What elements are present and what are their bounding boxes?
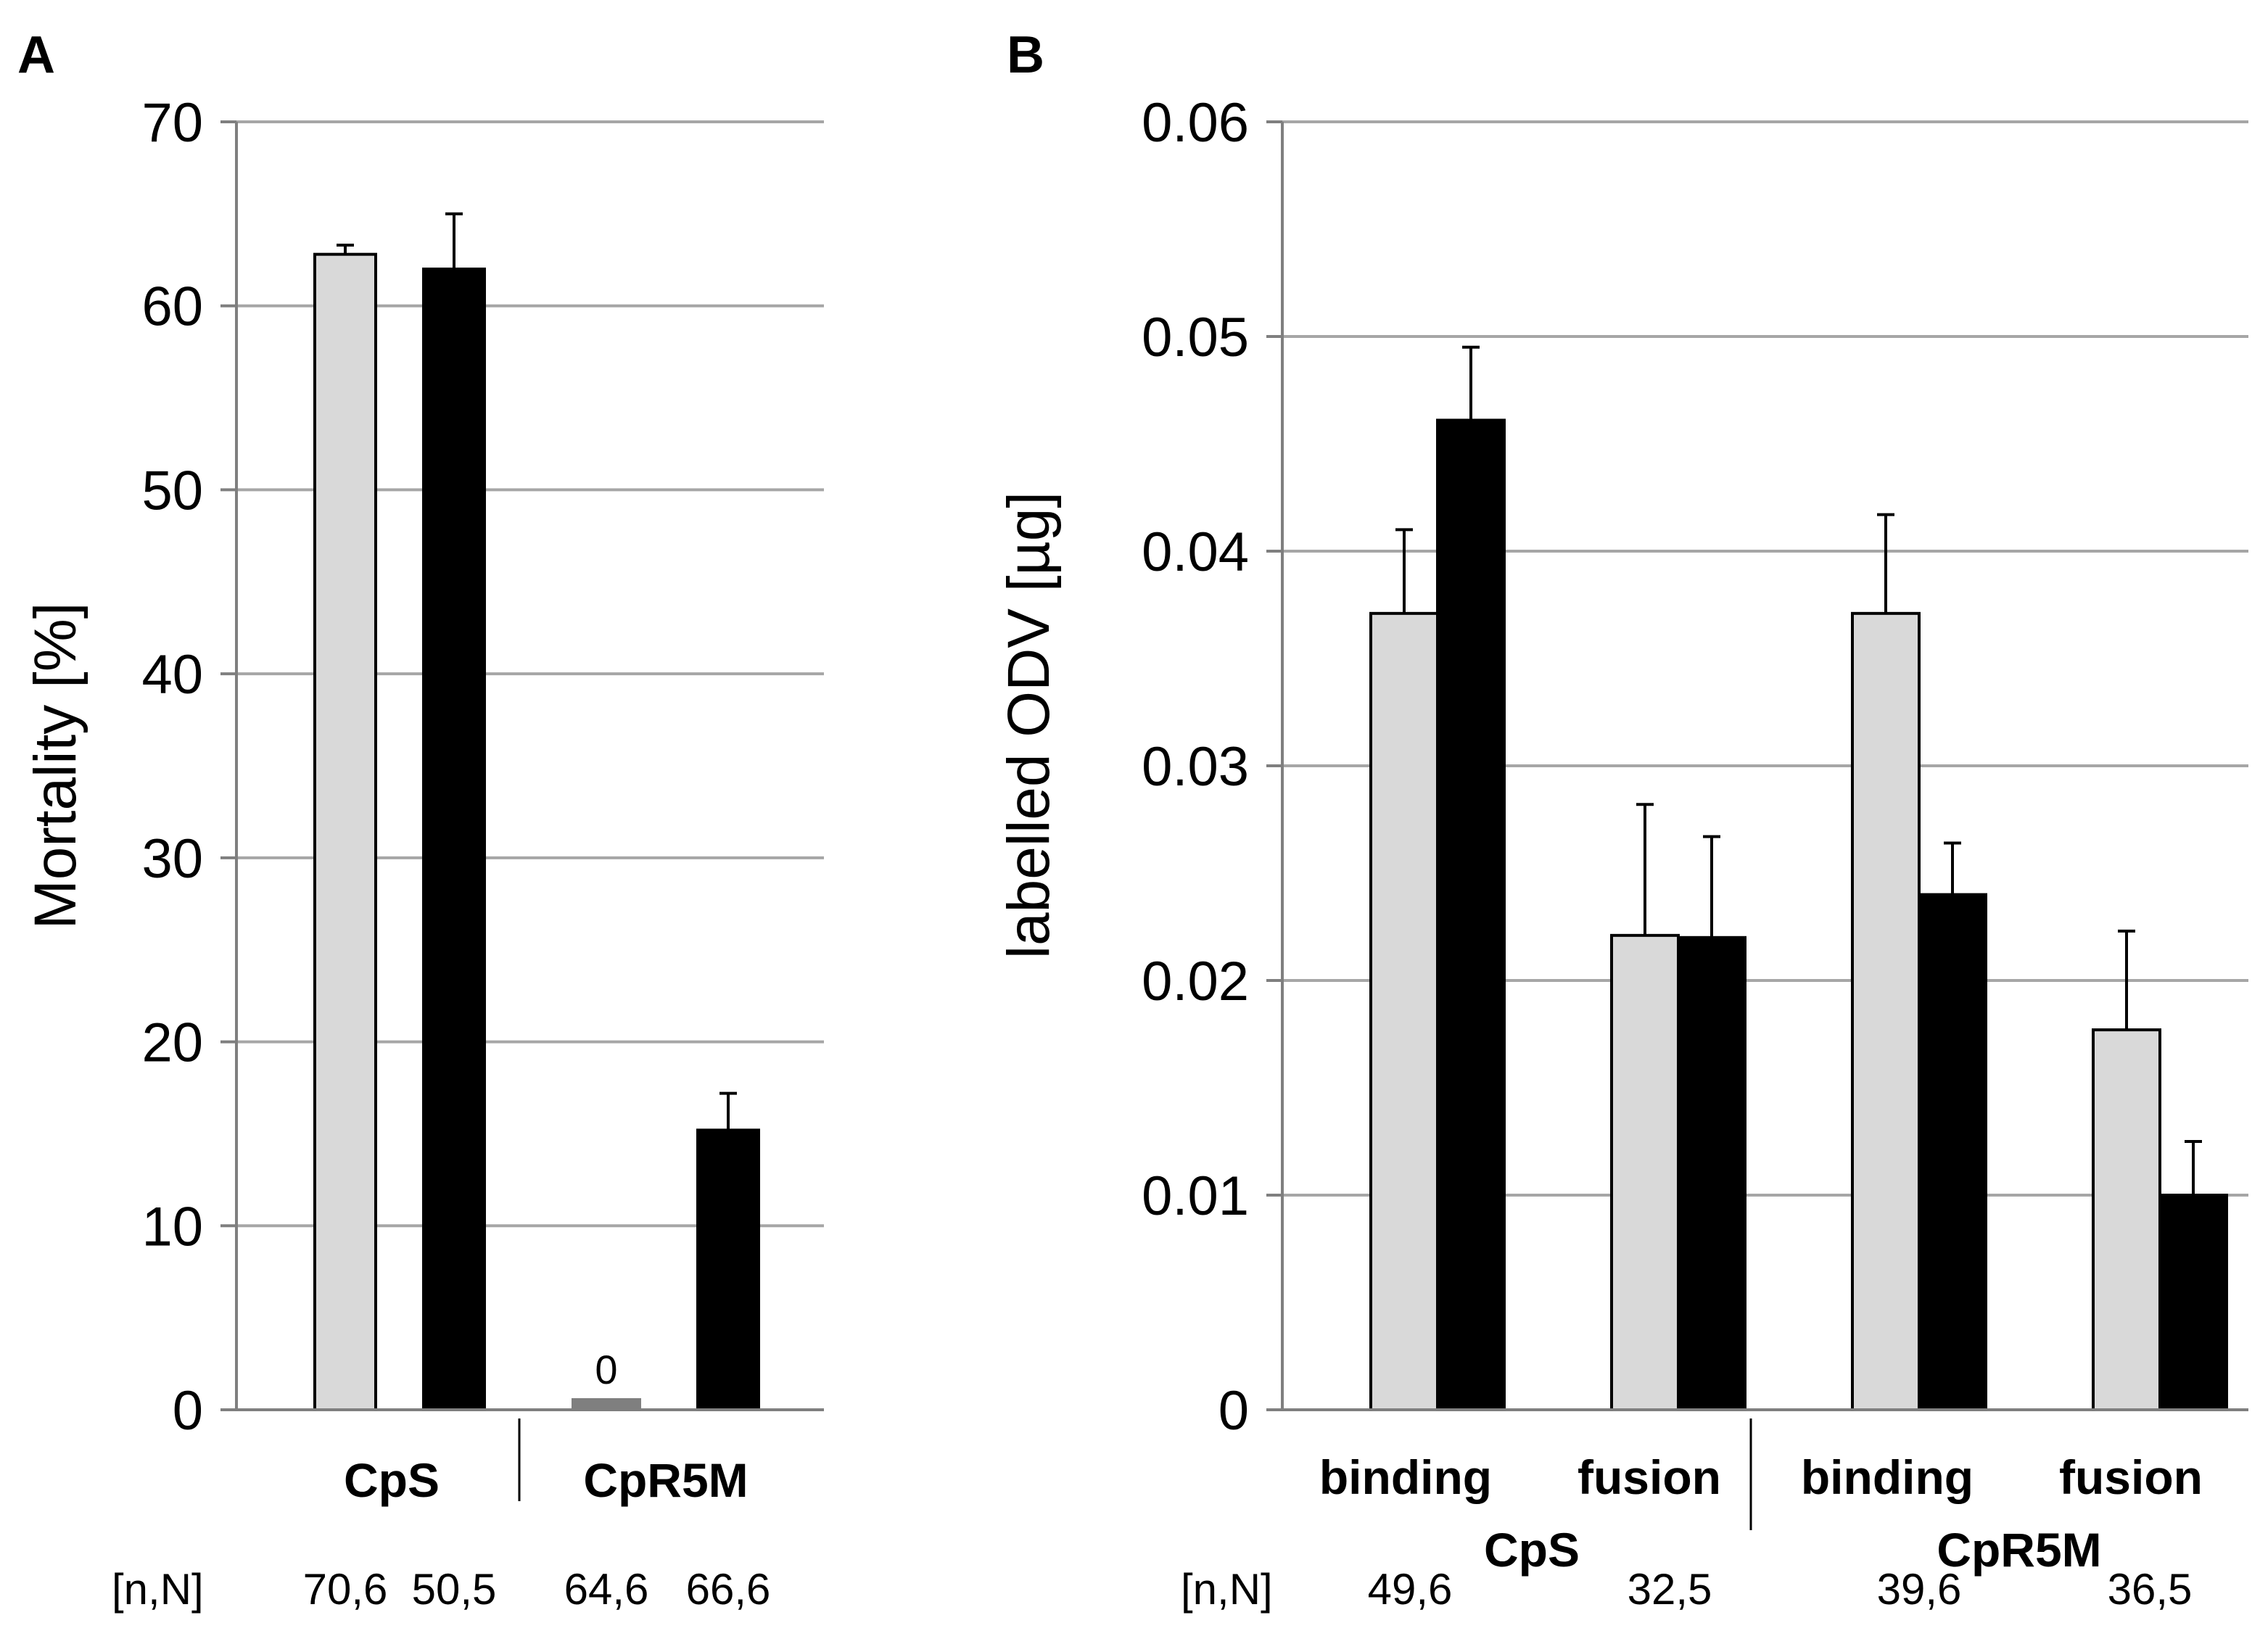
panel-b-nn-row: [n,N] 49,6 32,5 39,6 36,5	[1181, 1565, 2192, 1614]
panel-b-y-tick-label: 0.03	[1142, 736, 1249, 798]
panel-a-bar-cps-dark	[422, 267, 486, 1411]
panel-a-error-bars	[337, 212, 737, 1131]
panel-a-bar-cps-light	[313, 252, 377, 1411]
panel-b-subgroup-label: binding	[1319, 1450, 1492, 1504]
panel-a-nn-row: 70,6 50,5 64,6 66,6 [n,N]	[112, 1565, 770, 1614]
panel-b-bar-dark-2	[1918, 893, 1987, 1411]
panel-b-bar-dark-1	[1677, 936, 1746, 1412]
panel-b-chart: 0 0.01 0.02 0.03 0.04 0.05 0.06 labelled ODV […	[996, 92, 2248, 1614]
panel-b-group-label: CpR5M	[1937, 1523, 2101, 1577]
panel-b-nn-header: [n,N]	[1181, 1565, 1273, 1614]
panel-a-y-tick-label: 40	[141, 644, 203, 706]
panel-a-bar-cpr5m-dark	[696, 1128, 760, 1411]
panel-a-bar-zero	[572, 1398, 641, 1408]
panel-b-y-tick-label: 0.05	[1142, 307, 1249, 368]
panel-a-y-axis-title: Mortality [%]	[22, 602, 88, 929]
panel-b-nn-value: 36,5	[2108, 1565, 2193, 1614]
panel-b-y-tick-labels: 0 0.01 0.02 0.03 0.04 0.05 0.06	[1142, 92, 1249, 1442]
panel-a-y-tick-label: 50	[141, 460, 203, 521]
panel-a-nn-value: 64,6	[564, 1565, 649, 1614]
panel-b-nn-value: 39,6	[1877, 1565, 1962, 1614]
panel-a-y-tick-label: 30	[141, 828, 203, 890]
panel-b-bar-light-0	[1369, 611, 1439, 1412]
panel-b-nn-value: 49,6	[1368, 1565, 1453, 1614]
panel-b-letter: B	[1007, 26, 1044, 84]
panel-a-group-label: CpS	[344, 1453, 440, 1507]
panel-a-nn-value: 70,6	[303, 1565, 388, 1614]
panel-b-error-bars	[1395, 345, 2202, 1195]
panel-b-group-label: CpS	[1484, 1523, 1580, 1577]
panel-b-y-tick-label: 0.06	[1142, 92, 1249, 154]
panel-a-zero-label: 0	[595, 1347, 617, 1392]
panel-b-bar-dark-0	[1436, 418, 1506, 1412]
panel-a-category-labels: CpS CpR5M	[344, 1453, 748, 1507]
panel-b-y-axis-title: labelled ODV [µg]	[996, 492, 1062, 959]
panel-a-chart: 0 10 20 30 40 50 60 70 0 Mortality [%] CpS CpR5M…	[22, 92, 824, 1614]
panel-b-y-tick-label: 0	[1218, 1380, 1249, 1442]
panel-b-category-labels: binding fusion binding fusion CpS CpR5M	[1319, 1450, 2203, 1577]
panel-b-bar-dark-3	[2158, 1194, 2228, 1411]
panel-a-bars: 0	[313, 252, 760, 1411]
panel-b-nn-value: 32,5	[1628, 1565, 1712, 1614]
panel-a-nn-value: 50,5	[412, 1565, 497, 1614]
panel-a-group-label: CpR5M	[583, 1453, 748, 1507]
panel-b-y-tick-label: 0.04	[1142, 521, 1249, 583]
panel-b-bars	[1369, 418, 2228, 1412]
panel-b-subgroup-label: fusion	[1578, 1450, 1721, 1504]
panel-b-subgroup-label: fusion	[2059, 1450, 2203, 1504]
panel-a-nn-header: [n,N]	[112, 1565, 204, 1614]
panel-a-y-tick-label: 70	[141, 92, 203, 154]
panel-a-y-tick-label: 10	[141, 1196, 203, 1257]
panel-a-y-tick-label: 60	[141, 276, 203, 338]
panel-a-y-tick-labels: 0 10 20 30 40 50 60 70	[141, 92, 203, 1442]
panel-a-letter: A	[17, 26, 55, 84]
panel-b-y-tick-label: 0.01	[1142, 1165, 1249, 1227]
panel-a-y-tick-label: 20	[141, 1012, 203, 1074]
panel-b-bar-light-3	[2092, 1028, 2161, 1411]
panel-a-y-tick-label: 0	[173, 1380, 203, 1442]
panel-b-bar-light-1	[1610, 933, 1680, 1411]
panel-b-subgroup-label: binding	[1801, 1450, 1974, 1504]
panel-a-nn-value: 66,6	[686, 1565, 771, 1614]
panel-b-y-tick-label: 0.02	[1142, 951, 1249, 1012]
panel-b-bar-light-2	[1851, 611, 1921, 1412]
